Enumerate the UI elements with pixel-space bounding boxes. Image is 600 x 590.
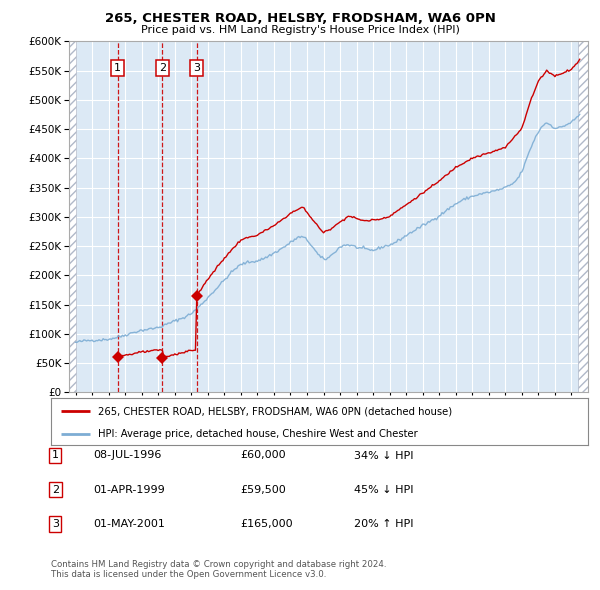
Text: 20% ↑ HPI: 20% ↑ HPI bbox=[354, 519, 413, 529]
Text: 265, CHESTER ROAD, HELSBY, FRODSHAM, WA6 0PN (detached house): 265, CHESTER ROAD, HELSBY, FRODSHAM, WA6… bbox=[98, 407, 452, 417]
Text: 01-MAY-2001: 01-MAY-2001 bbox=[93, 519, 165, 529]
Text: 3: 3 bbox=[52, 519, 59, 529]
Text: £165,000: £165,000 bbox=[240, 519, 293, 529]
Text: Contains HM Land Registry data © Crown copyright and database right 2024.: Contains HM Land Registry data © Crown c… bbox=[51, 560, 386, 569]
Text: 08-JUL-1996: 08-JUL-1996 bbox=[93, 451, 161, 460]
Text: 01-APR-1999: 01-APR-1999 bbox=[93, 485, 165, 494]
Text: 3: 3 bbox=[193, 63, 200, 73]
Text: £59,500: £59,500 bbox=[240, 485, 286, 494]
Text: 2: 2 bbox=[52, 485, 59, 494]
Text: 1: 1 bbox=[114, 63, 121, 73]
Text: £60,000: £60,000 bbox=[240, 451, 286, 460]
Text: HPI: Average price, detached house, Cheshire West and Chester: HPI: Average price, detached house, Ches… bbox=[98, 429, 418, 439]
Text: 34% ↓ HPI: 34% ↓ HPI bbox=[354, 451, 413, 460]
Text: 45% ↓ HPI: 45% ↓ HPI bbox=[354, 485, 413, 494]
Text: 265, CHESTER ROAD, HELSBY, FRODSHAM, WA6 0PN: 265, CHESTER ROAD, HELSBY, FRODSHAM, WA6… bbox=[104, 12, 496, 25]
Text: 1: 1 bbox=[52, 451, 59, 460]
Text: This data is licensed under the Open Government Licence v3.0.: This data is licensed under the Open Gov… bbox=[51, 571, 326, 579]
Text: 2: 2 bbox=[159, 63, 166, 73]
Text: Price paid vs. HM Land Registry's House Price Index (HPI): Price paid vs. HM Land Registry's House … bbox=[140, 25, 460, 35]
